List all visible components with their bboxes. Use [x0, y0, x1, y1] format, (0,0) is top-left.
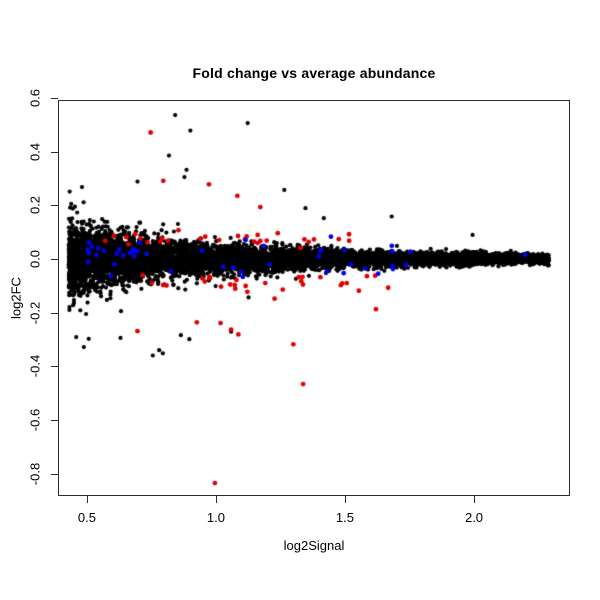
y-tick-label: 0.2: [27, 196, 43, 215]
x-tick-label: 2.0: [464, 510, 484, 525]
y-tick-mark: [51, 473, 58, 475]
x-tick-label: 0.5: [77, 510, 96, 525]
y-tick-label: -0.2: [27, 301, 43, 324]
y-tick-mark: [51, 312, 58, 314]
y-tick-mark: [51, 151, 58, 153]
y-tick-label: -0.4: [27, 355, 43, 378]
x-tick-mark: [86, 496, 88, 503]
y-tick-label: 0.6: [27, 88, 43, 107]
x-tick-label: 1.0: [206, 510, 225, 525]
y-tick-mark: [51, 205, 58, 207]
scatter-points-canvas: [58, 100, 570, 496]
y-tick-label: -0.6: [27, 408, 43, 432]
chart-title: Fold change vs average abundance: [192, 65, 436, 81]
x-axis-title: log2Signal: [283, 538, 345, 553]
y-tick-mark: [51, 97, 58, 99]
x-tick-mark: [474, 496, 475, 503]
y-tick-mark: [51, 366, 58, 368]
x-tick-label: 1.5: [335, 510, 354, 525]
y-tick-label: 0.0: [27, 249, 43, 268]
x-tick-mark: [344, 496, 346, 503]
y-axis-title: log2FC: [8, 277, 24, 319]
y-tick-label: 0.4: [27, 142, 43, 161]
y-tick-mark: [51, 420, 58, 422]
y-tick-label: -0.8: [27, 462, 43, 485]
x-tick-mark: [215, 496, 217, 503]
y-tick-mark: [51, 258, 58, 260]
